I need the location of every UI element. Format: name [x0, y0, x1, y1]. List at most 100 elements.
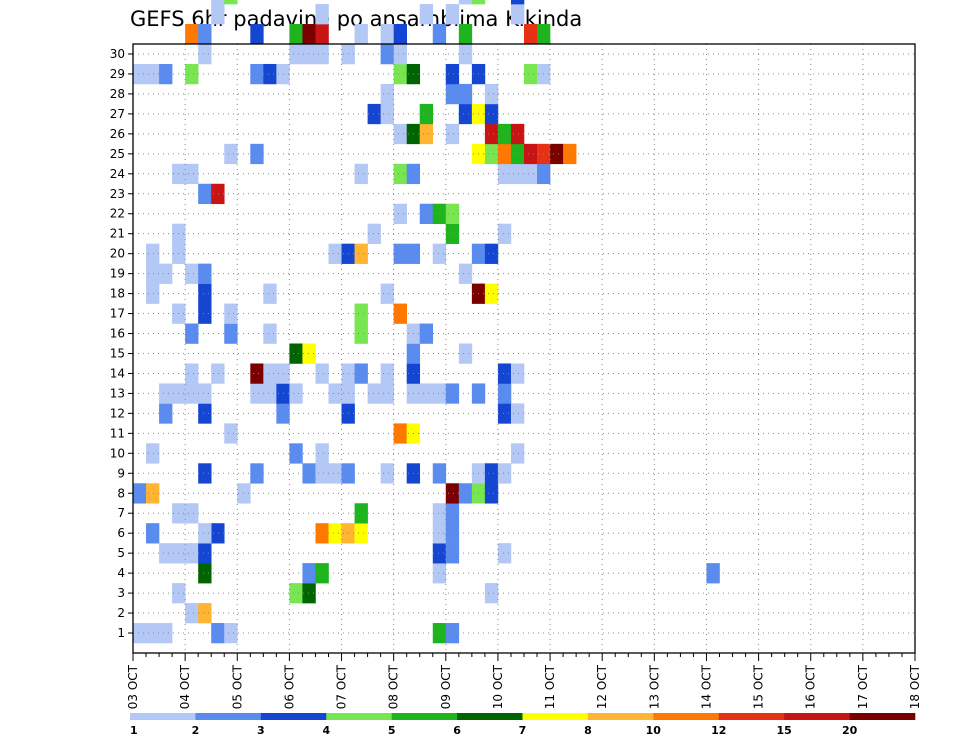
x-tick-label: 14 OCT	[700, 664, 714, 709]
heatmap-cell	[289, 24, 303, 45]
heatmap-cell	[445, 483, 460, 504]
heatmap-cell	[328, 523, 342, 544]
heatmap-cell	[445, 543, 460, 564]
heatmap-cell	[524, 163, 538, 185]
heatmap-cell	[471, 0, 486, 5]
heatmap-cell	[198, 263, 212, 284]
y-tick-label: 16	[110, 327, 125, 341]
heatmap-cell	[432, 623, 447, 644]
heatmap-cell	[146, 523, 160, 544]
heatmap-cell	[393, 44, 407, 65]
heatmap-cell	[419, 123, 434, 145]
heatmap-cell	[419, 4, 434, 25]
heatmap-cell	[484, 583, 499, 604]
heatmap-cell	[198, 563, 212, 584]
heatmap-cell	[432, 24, 447, 45]
heatmap-cell	[211, 0, 225, 5]
heatmap-cell	[159, 403, 173, 424]
x-tick-label: 09 OCT	[439, 664, 453, 709]
colorbar-label: 10	[646, 724, 662, 737]
colorbar-label: 1	[130, 724, 138, 737]
heatmap-cell	[419, 383, 434, 404]
y-tick-label: 7	[117, 506, 125, 520]
y-tick-label: 12	[110, 406, 125, 420]
heatmap-cell	[510, 123, 525, 145]
heatmap-cell	[484, 283, 499, 304]
heatmap-cell	[445, 63, 460, 85]
heatmap-cell	[224, 143, 238, 165]
heatmap-cell	[289, 443, 303, 464]
heatmap-cell	[250, 24, 264, 45]
heatmap-cell	[354, 323, 368, 344]
heatmap-cell	[432, 523, 447, 544]
heatmap-cell	[315, 563, 329, 584]
heatmap-cell	[302, 343, 316, 364]
colorbar-swatch	[522, 713, 589, 720]
heatmap-cell	[458, 483, 473, 504]
heatmap-cell	[354, 303, 368, 324]
heatmap-cell	[250, 143, 264, 165]
x-tick-label: 08 OCT	[387, 664, 401, 709]
heatmap-cell	[445, 203, 460, 224]
y-tick-label: 28	[110, 87, 125, 101]
heatmap-cell	[133, 623, 147, 644]
heatmap-cell	[497, 403, 512, 424]
colorbar-label: 7	[519, 724, 527, 737]
y-tick-label: 6	[117, 526, 125, 540]
y-tick-label: 18	[110, 287, 125, 301]
y-tick-label: 8	[117, 486, 125, 500]
y-tick-label: 13	[110, 386, 125, 400]
heatmap-cell	[419, 203, 434, 224]
colorbar-label: 15	[777, 724, 792, 737]
heatmap-cell	[328, 383, 342, 404]
heatmap-cell	[354, 243, 368, 264]
heatmap-cell	[458, 263, 473, 284]
heatmap-cell	[380, 44, 394, 65]
heatmap-cell	[380, 463, 394, 484]
heatmap-cell	[354, 363, 368, 384]
x-tick-label: 05 OCT	[230, 664, 244, 709]
y-axis: 1234567891011121314151617181920212223242…	[110, 47, 133, 640]
heatmap-cell	[159, 543, 173, 564]
heatmap-cell	[302, 44, 316, 65]
heatmap-cell	[445, 503, 460, 524]
heatmap-cell	[497, 383, 512, 404]
heatmap-cell	[198, 183, 212, 205]
colorbar-swatch	[391, 713, 458, 720]
heatmap-cell	[185, 503, 199, 524]
heatmap-cell	[263, 363, 277, 384]
heatmap-cell	[289, 44, 303, 65]
colorbar-swatch	[457, 713, 523, 720]
heatmap-cell	[537, 24, 551, 45]
heatmap-cell	[432, 203, 447, 224]
heatmap-cell	[497, 363, 512, 384]
heatmap-cell	[302, 463, 316, 484]
heatmap-cell	[146, 623, 160, 644]
colorbar-label: 5	[388, 724, 396, 737]
colorbar-label: 20	[842, 724, 858, 737]
heatmap-cell	[133, 483, 147, 504]
y-tick-label: 19	[110, 267, 125, 281]
x-tick-label: 11 OCT	[543, 664, 557, 709]
colorbar-label: 12	[711, 724, 726, 737]
heatmap-cell	[185, 323, 199, 344]
heatmap-cell	[315, 44, 329, 65]
heatmap-cell	[432, 383, 447, 404]
x-axis: 03 OCT 04 OCT 05 OCT 06 OCT 07 OCT 08 OCT 09 O…	[126, 653, 922, 709]
colorbar-swatch	[784, 713, 850, 720]
colorbar-label: 2	[192, 724, 200, 737]
heatmap-cell	[445, 4, 460, 25]
heatmap-cell	[211, 363, 225, 384]
heatmap-cell	[393, 63, 407, 85]
heatmap-cell	[380, 103, 394, 125]
heatmap-cell	[224, 323, 238, 344]
heatmap-cell	[263, 283, 277, 304]
y-tick-label: 26	[110, 127, 125, 141]
heatmap-cell	[393, 163, 407, 185]
heatmap-cell	[250, 63, 264, 85]
heatmap-cell	[302, 563, 316, 584]
colorbar: 1 2 3 4 5 6 7 8 10 12 15 20	[130, 713, 916, 737]
heatmap-cell	[393, 303, 407, 324]
heatmap-cell	[484, 483, 499, 504]
